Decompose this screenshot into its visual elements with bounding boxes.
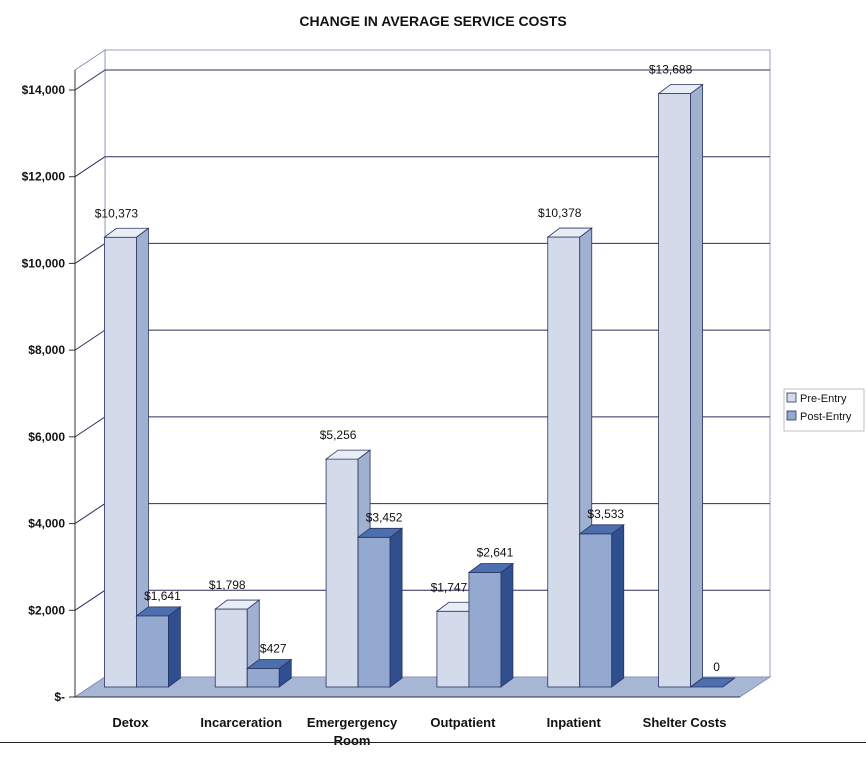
x-axis-labels: Detox Incarceration Emergergency Room Outpat… (112, 715, 726, 748)
data-label-pre-entry: $13,688 (649, 63, 693, 77)
data-label-pre-entry: $5,256 (320, 428, 357, 442)
legend-box (783, 388, 865, 432)
legend-swatch (786, 392, 797, 403)
y-tick-label: $2,000 (28, 603, 65, 617)
bar-pre-entry-top (657, 84, 704, 94)
category-label: Emergergency (307, 715, 398, 730)
bar-pre-entry-front (325, 458, 359, 688)
legend-label: Post-Entry (800, 411, 852, 423)
bar-post-entry-front (246, 668, 280, 688)
bar-post-entry (356, 527, 404, 688)
data-label-post-entry: $3,533 (587, 507, 624, 521)
category-label: Detox (112, 715, 149, 730)
y-tick-label: $8,000 (28, 343, 65, 357)
gridline-side (74, 329, 106, 351)
data-label-post-entry: 0 (713, 660, 720, 674)
y-tick-label: $14,000 (22, 83, 66, 97)
y-tick-label: $6,000 (28, 430, 65, 444)
bar-post-entry-side (389, 527, 403, 688)
bar-post-entry (689, 677, 736, 688)
bar-pre-entry-front (214, 608, 248, 688)
bar-pre-entry-top (324, 449, 372, 460)
bar-pre-entry-front (436, 610, 470, 688)
gridline-side (74, 156, 106, 178)
bottom-divider (0, 742, 866, 743)
bar-pre-entry-front (104, 236, 137, 688)
legend-swatch (786, 410, 797, 421)
bars: $10,373 $1,641 $1,798 $427 $5,256 $3,452 $1,74… (95, 63, 736, 688)
bar-pre-entry-top (103, 227, 150, 238)
bar-post-entry-top (578, 524, 625, 535)
legend: Pre-Entry Post-Entry (783, 388, 865, 432)
category-label: Outpatient (430, 715, 496, 730)
gridline-side (74, 243, 106, 264)
category-label: Shelter Costs (643, 715, 727, 730)
data-label-post-entry: $1,641 (144, 589, 181, 603)
bar-post-entry-top (467, 563, 515, 573)
bar-post-entry (246, 658, 293, 688)
category-label: Room (334, 733, 371, 748)
gridline-side (74, 503, 106, 524)
data-label-pre-entry: $1,747 (431, 580, 468, 594)
data-label-pre-entry: $1,798 (209, 578, 246, 592)
bar-post-entry-top (689, 677, 736, 688)
legend-label: Pre-Entry (800, 393, 847, 405)
category-label: Inpatient (547, 715, 602, 730)
bar-post-entry-front (468, 572, 502, 688)
y-tick-label: $- (54, 690, 65, 704)
bar-pre-entry-top (214, 599, 261, 610)
bar-pre-entry (657, 83, 704, 688)
bar-post-entry-front (357, 536, 391, 688)
bar-pre-entry-side (690, 83, 703, 688)
data-label-post-entry: $3,452 (366, 510, 403, 524)
bar-post-entry (578, 524, 625, 688)
bar-pre-entry (214, 599, 261, 688)
bar-post-entry-top (246, 659, 293, 669)
gridline-side (74, 589, 106, 611)
gridline-side (74, 416, 106, 438)
y-axis: $- $2,000 $4,000 $6,000 $8,000 $10,000 $12,000… (22, 70, 740, 704)
bar-post-entry (135, 606, 182, 688)
data-label-pre-entry: $10,373 (95, 206, 139, 220)
data-label-post-entry: $2,641 (477, 545, 514, 559)
data-label-pre-entry: $10,378 (538, 206, 582, 220)
data-label-post-entry: $427 (260, 641, 287, 655)
gridline-side (74, 69, 106, 91)
bar-pre-entry (103, 227, 150, 688)
bar-pre-entry-front (547, 236, 581, 688)
chart-title: CHANGE IN AVERAGE SERVICE COSTS (299, 13, 566, 29)
bar-post-entry-front (579, 533, 613, 688)
y-tick-label: $10,000 (22, 256, 66, 270)
bar-post-entry-side (500, 562, 514, 688)
bar-post-entry-front (136, 615, 169, 688)
bar-post-entry-top (135, 606, 182, 617)
bar-pre-entry-front (658, 93, 691, 688)
bar-post-entry (467, 562, 515, 688)
y-tick-label: $4,000 (28, 517, 65, 531)
bar-post-entry-top (356, 527, 404, 538)
y-tick-label: $12,000 (22, 170, 66, 184)
bar-post-entry-side (611, 524, 625, 688)
bar-pre-entry-top (546, 227, 593, 238)
bar-post-entry-side (168, 606, 181, 688)
category-label: Incarceration (200, 715, 282, 730)
